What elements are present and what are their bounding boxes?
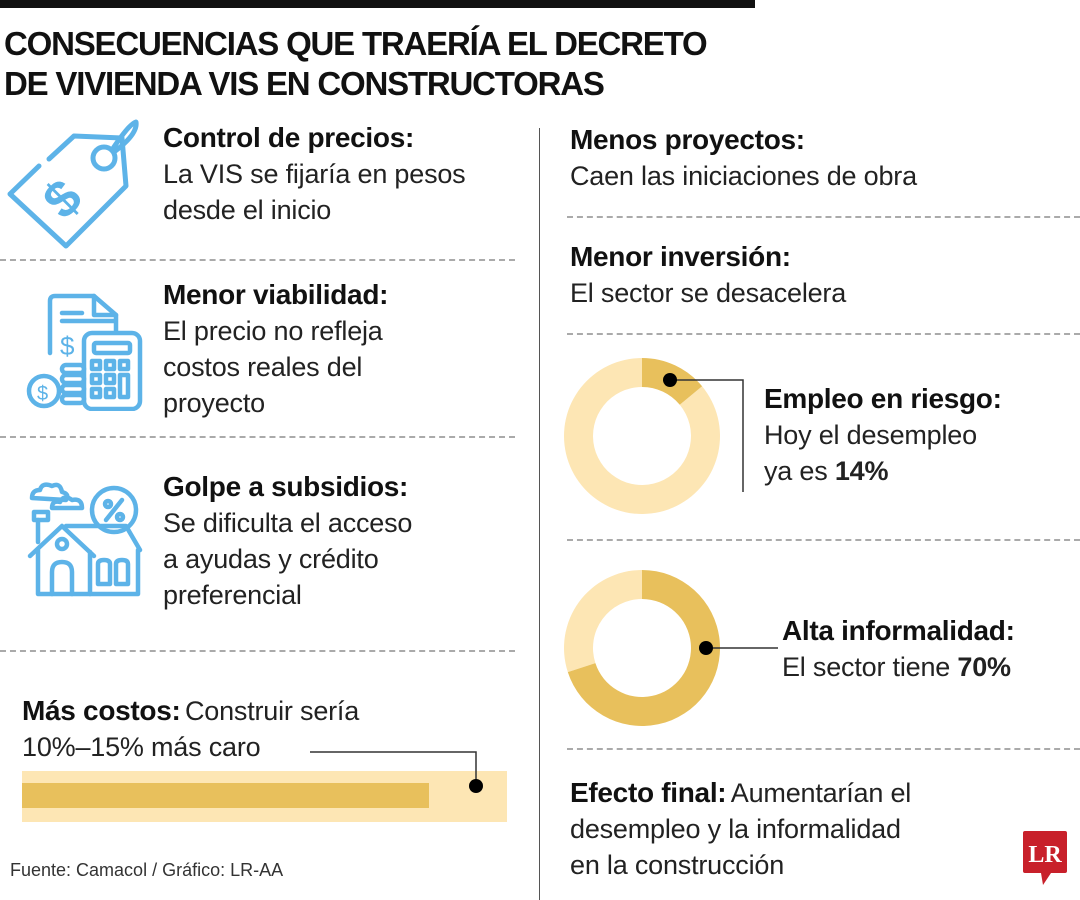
donut-charts xyxy=(564,358,778,726)
item-text: en la construcción xyxy=(570,850,785,880)
item-text: costos reales del xyxy=(163,352,363,382)
item-text: La VIS se fijaría en pesos xyxy=(163,159,466,189)
page-title: CONSECUENCIAS QUE TRAERÍA EL DECRETO DE … xyxy=(4,24,708,104)
column-divider xyxy=(539,128,540,900)
item-heading: Menor viabilidad: xyxy=(163,279,389,310)
item-text: desde el inicio xyxy=(163,195,332,225)
callout-line xyxy=(670,379,744,492)
callout-dot xyxy=(469,779,483,793)
divider xyxy=(0,436,515,438)
callout-dot xyxy=(663,373,677,387)
item-text: Aumentarían el xyxy=(730,778,912,808)
svg-text:$: $ xyxy=(60,331,75,361)
menor-viabilidad-item: Menor viabilidad: El precio no refleja c… xyxy=(163,277,388,421)
calculator-coins-icon: $ $ xyxy=(26,293,143,411)
mas-costos-item: Más costos: Construir sería 10%–15% más … xyxy=(22,693,359,765)
item-text: El precio no refleja xyxy=(163,316,383,346)
title-line-2: DE VIVIENDA VIS EN CONSTRUCTORAS xyxy=(4,65,605,102)
item-text: 10%–15% más caro xyxy=(22,732,261,762)
employment-value: 14% xyxy=(834,456,889,486)
svg-text:LR: LR xyxy=(1028,842,1062,868)
item-heading: Más costos: xyxy=(22,695,181,726)
item-heading: Menor inversión: xyxy=(570,241,791,272)
divider xyxy=(567,216,1080,218)
lr-logo: LR xyxy=(1023,831,1067,885)
divider xyxy=(567,333,1080,335)
item-text: Hoy el desempleo xyxy=(764,420,977,450)
item-text: Se dificulta el acceso xyxy=(163,508,413,538)
informality-value: 70% xyxy=(957,652,1011,682)
item-text: preferencial xyxy=(163,580,302,610)
menor-inversion-item: Menor inversión: El sector se desacelera xyxy=(570,239,846,311)
top-rule xyxy=(0,0,755,8)
item-text: desempleo y la informalidad xyxy=(570,814,901,844)
golpe-subsidios-item: Golpe a subsidios: Se dificulta el acces… xyxy=(163,469,412,613)
divider xyxy=(0,259,515,261)
house-percent-icon xyxy=(27,482,143,597)
item-heading: Efecto final: xyxy=(570,777,727,808)
informalidad-item: Alta informalidad: El sector tiene 70% xyxy=(782,613,1015,685)
title-line-1: CONSECUENCIAS QUE TRAERÍA EL DECRETO xyxy=(4,25,708,62)
donut-value-slice xyxy=(567,570,720,726)
control-precios-item: Control de precios: La VIS se fijaría en… xyxy=(163,120,466,228)
donut-rest-slice xyxy=(564,358,720,514)
cost-callout xyxy=(310,751,483,793)
item-text: Caen las iniciaciones de obra xyxy=(570,161,917,191)
item-heading: Menos proyectos: xyxy=(570,124,805,155)
item-heading: Control de precios: xyxy=(163,122,414,153)
item-heading: Empleo en riesgo: xyxy=(764,383,1002,414)
svg-text:$: $ xyxy=(37,383,48,405)
cost-bar-fill xyxy=(22,783,430,808)
callout-line xyxy=(310,751,477,786)
divider xyxy=(567,748,1080,750)
item-text: El sector tiene xyxy=(782,652,958,682)
item-heading: Alta informalidad: xyxy=(782,615,1015,646)
callout-dot xyxy=(699,641,713,655)
divider xyxy=(0,650,515,652)
efecto-final-item: Efecto final: Aumentarían el desempleo y… xyxy=(570,775,911,883)
divider xyxy=(567,539,1080,541)
donut-rest-slice xyxy=(564,570,642,673)
price-tag-icon: $ xyxy=(7,119,139,249)
item-text: Construir sería xyxy=(184,696,360,726)
empleo-item: Empleo en riesgo: Hoy el desempleo ya es… xyxy=(764,381,1002,489)
item-heading: Golpe a subsidios: xyxy=(163,471,409,502)
item-text: proyecto xyxy=(163,388,265,418)
item-text: ya es xyxy=(764,456,835,486)
item-text: a ayudas y crédito xyxy=(163,544,379,574)
item-text: El sector se desacelera xyxy=(570,278,847,308)
source-note: Fuente: Camacol / Gráfico: LR-AA xyxy=(10,860,284,880)
menos-proyectos-item: Menos proyectos: Caen las iniciaciones d… xyxy=(570,122,917,194)
